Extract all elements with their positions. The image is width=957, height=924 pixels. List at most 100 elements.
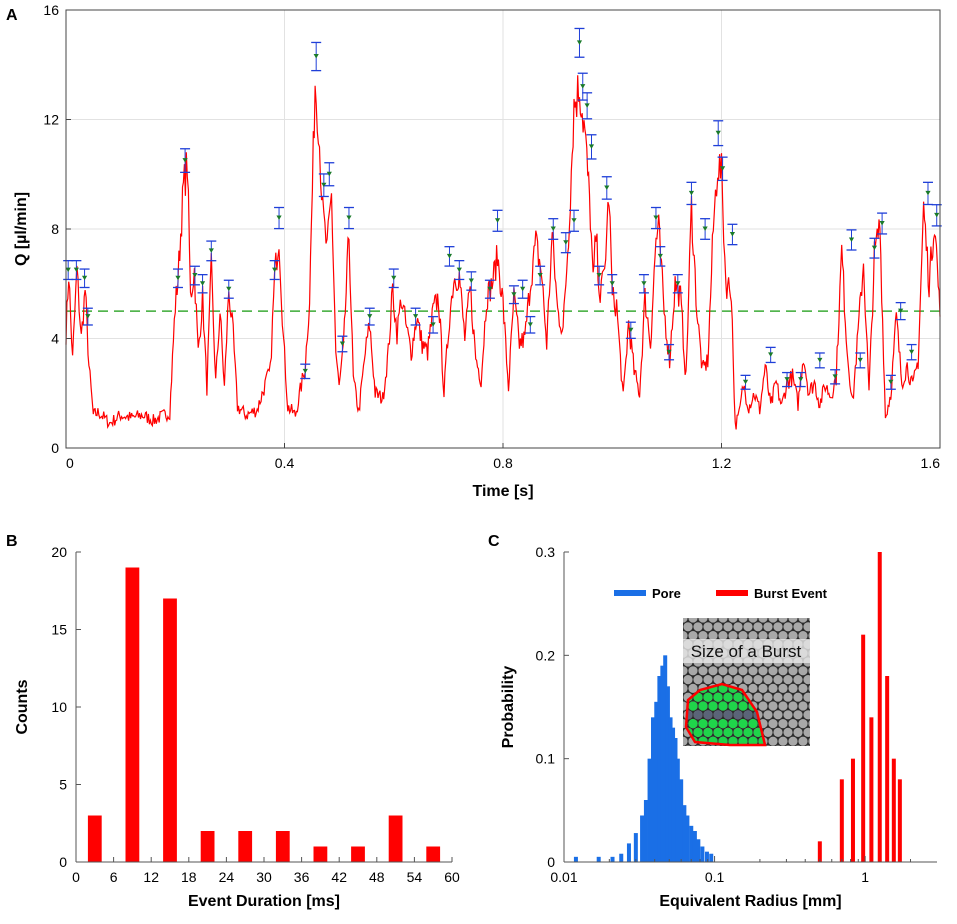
peak-marker	[848, 237, 855, 242]
peak-marker	[313, 54, 319, 59]
peak-marker	[832, 374, 838, 379]
inset-grain	[698, 666, 708, 676]
inset-grain	[763, 710, 773, 720]
panel-a-peak-28	[517, 279, 528, 299]
inset-grain	[803, 727, 810, 737]
inset-grain	[773, 692, 783, 702]
inset-burst-grain	[713, 745, 722, 754]
inset-burst-grain	[743, 710, 753, 720]
panel-b-ytick-label-2: 10	[51, 699, 67, 715]
inset-grain	[758, 618, 768, 623]
panel-a-peak-29	[525, 315, 536, 334]
panel-a-peak-45	[664, 343, 675, 361]
inset-burst-grain	[688, 719, 698, 729]
panel-b-letter: B	[6, 533, 18, 550]
panel-a-peak-12	[300, 363, 311, 380]
burst-size-inset-image: Size of a Burst	[683, 618, 810, 754]
panel-a-peak-27	[508, 285, 519, 305]
inset-grain	[768, 701, 778, 711]
panel-a-peak-41	[625, 321, 636, 340]
peak-marker	[798, 377, 804, 382]
inset-grain	[788, 618, 798, 623]
panel-a-peak-2	[79, 268, 90, 289]
panel-a-letter: A	[6, 7, 18, 24]
panel-c-bar-0-4	[626, 843, 631, 862]
panel-b-ytick-label-4: 20	[51, 544, 67, 560]
inset-burst-grain	[698, 719, 708, 729]
inset-grain	[768, 683, 778, 694]
inset-grain	[705, 745, 711, 746]
inset-grain	[758, 631, 768, 641]
inset-grain	[693, 622, 703, 632]
panel-b-y-ticks: 0 5 10 15 20	[51, 544, 81, 870]
panel-c-ytick-label-1: 0.1	[536, 751, 556, 767]
panel-a-burst-peaks-group	[63, 27, 942, 390]
inset-grain	[773, 675, 783, 685]
inset-title: Size of a Burst	[691, 642, 802, 661]
inset-grain	[695, 745, 701, 746]
inset-grain	[798, 719, 808, 729]
inset-grain	[808, 632, 810, 640]
panel-c-x-axis-label: Equivalent Radius [mm]	[659, 893, 841, 910]
inset-burst-grain	[693, 727, 703, 738]
panel-a-xtick-label-3: 1.2	[712, 455, 732, 471]
inset-burst-grain	[738, 701, 748, 711]
inset-grain	[748, 618, 758, 623]
peak-marker	[908, 349, 915, 355]
inset-burst-grain	[708, 701, 718, 711]
inset-grain	[788, 631, 798, 641]
panel-c-bar-1-4	[869, 717, 874, 862]
inset-grain	[775, 745, 781, 746]
panel-a-peak-13	[311, 41, 322, 72]
inset-grain	[748, 666, 758, 676]
inset-grain	[683, 666, 688, 676]
peak-marker	[768, 352, 774, 357]
panel-c-xtick-label-0: 0.01	[550, 869, 577, 885]
peak-marker	[888, 379, 894, 385]
inset-burst-grain	[713, 710, 723, 720]
peak-marker	[537, 273, 543, 278]
panel-c-letter: C	[488, 533, 500, 550]
inset-burst-grain	[748, 736, 758, 745]
panel-b-xtick-label-7: 42	[331, 869, 347, 885]
peak-marker	[85, 314, 91, 319]
panel-a-peak-35	[577, 72, 588, 101]
panel-a-peak-30	[535, 265, 546, 286]
panel-a-peak-38	[594, 265, 605, 286]
peak-marker	[550, 226, 556, 231]
panel-a-peak-60	[869, 237, 880, 259]
panel-a-peak-20	[410, 307, 421, 326]
inset-grain	[728, 666, 738, 676]
panel-c-bar-0-17	[673, 738, 678, 862]
panel-a-peak-51	[727, 223, 738, 246]
panel-c-bar-0-12	[660, 665, 665, 862]
peak-marker	[65, 267, 71, 273]
inset-grain	[808, 667, 810, 675]
panel-c-bar-0-14	[665, 686, 670, 862]
panel-a-peak-61	[877, 212, 888, 235]
peak-marker	[628, 327, 634, 333]
peak-marker	[675, 281, 681, 286]
peak-marker	[596, 273, 602, 278]
panel-c-bar-0-0	[573, 856, 578, 862]
inset-grain	[768, 618, 778, 623]
inset-grain	[768, 719, 778, 729]
peak-marker	[302, 368, 308, 374]
inset-grain	[808, 618, 810, 622]
panel-c-bar-1-6	[885, 676, 890, 862]
panel-a-y-ticks: 0 4 8 12 16	[43, 2, 71, 456]
peak-marker	[641, 281, 647, 286]
inset-burst-outline	[684, 682, 767, 747]
panel-a-peak-55	[795, 371, 806, 388]
inset-grain	[798, 736, 808, 746]
inset-grain	[778, 618, 788, 623]
inset-grain	[773, 710, 783, 720]
inset-burst-grain	[718, 719, 728, 729]
inset-grain	[738, 666, 748, 676]
inset-grain	[773, 727, 783, 738]
panel-a-x-ticks: 0 0.4 0.8 1.2 1.6	[65, 443, 941, 471]
legend-label-pore: Pore	[652, 586, 681, 601]
inset-burst-grain	[718, 701, 728, 711]
panel-a-peak-33	[569, 209, 580, 232]
panel-a-peak-22	[444, 246, 455, 267]
